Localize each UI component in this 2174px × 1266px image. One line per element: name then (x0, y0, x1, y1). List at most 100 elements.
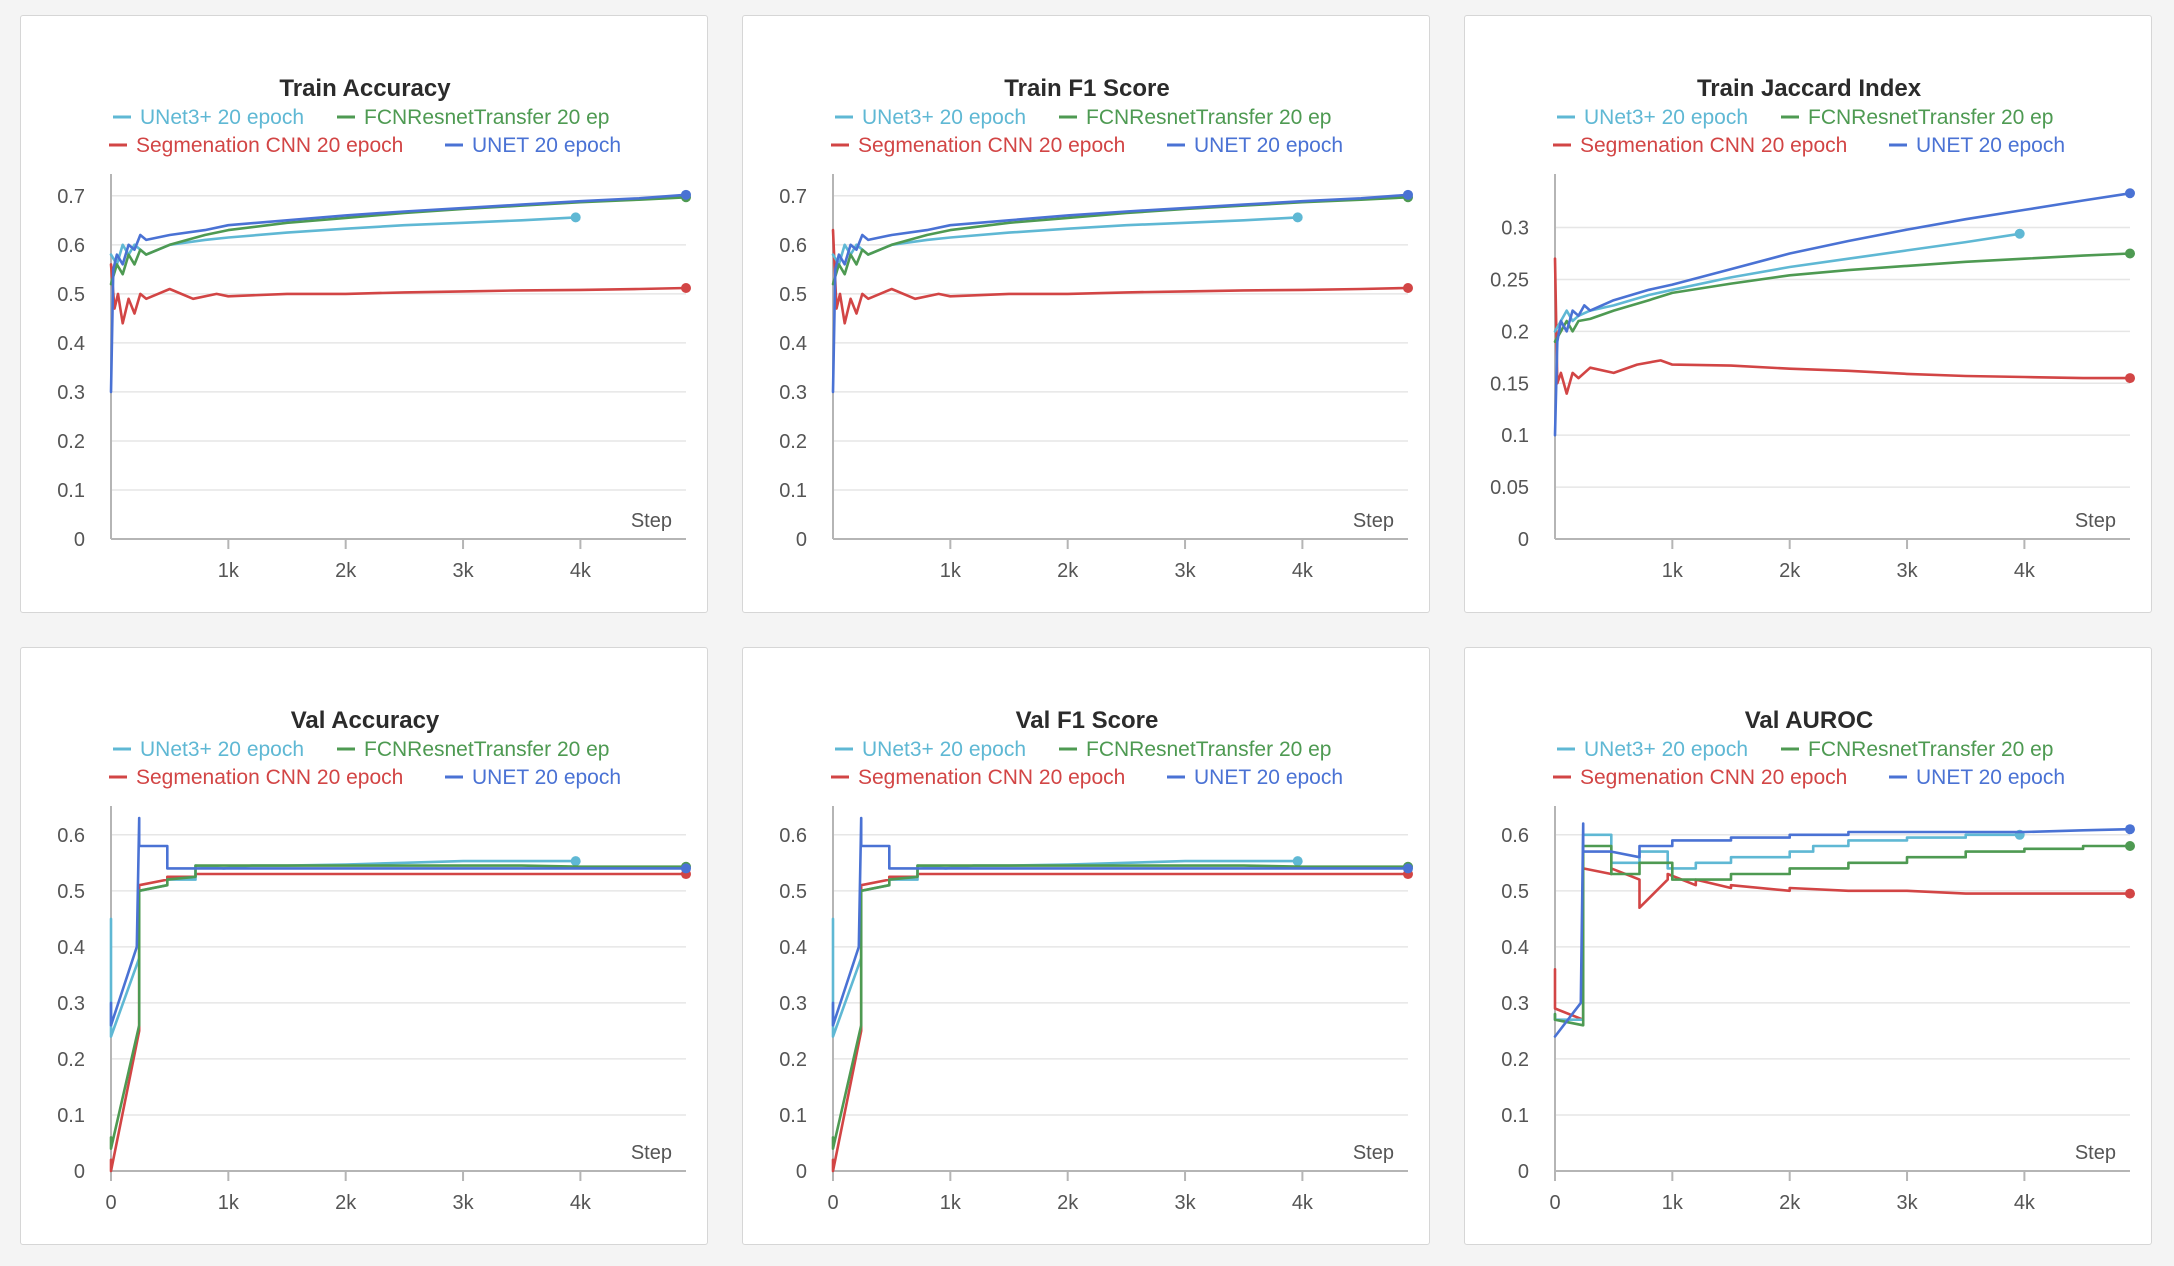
chart-svg-train-f1-score: Train F1 Score UNet3+ 20 epoch FCNResnetTr… (779, 75, 1413, 582)
x-tick-label: 2k (1779, 560, 1801, 582)
legend-label-unet3: UNet3+ 20 epoch (140, 738, 304, 761)
x-tick-label: 3k (1174, 1192, 1196, 1214)
y-tick-label: 0.2 (779, 1049, 807, 1071)
y-tick-label: 0 (74, 1161, 85, 1183)
series-endpoint-unet3 (570, 212, 581, 223)
x-tick-label: 4k (2014, 560, 2036, 582)
legend-label-fcn: FCNResnetTransfer 20 ep (1808, 106, 2054, 129)
series-line-unet3 (109, 859, 578, 1038)
series-endpoint-fcn (2125, 248, 2135, 259)
chart-title: Val AUROC (1745, 707, 1873, 734)
series-endpoint-segcnn (1403, 282, 1413, 293)
chart-svg-val-f1-score: Val F1 Score UNet3+ 20 epoch FCNResnetTran… (779, 707, 1413, 1214)
y-tick-label: 0.2 (1501, 1049, 1529, 1071)
series-endpoint-unet3 (570, 856, 581, 867)
x-tick-label: 1k (940, 560, 962, 582)
legend-label-unet: UNET 20 epoch (1916, 766, 2065, 789)
x-tick-label: 4k (2014, 1192, 2036, 1214)
chart-svg-val-auroc: Val AUROC UNet3+ 20 epoch FCNResnetTransfe… (1501, 707, 2135, 1214)
y-tick-label: 0 (796, 1161, 807, 1183)
x-tick-label: 4k (1292, 560, 1314, 582)
chart-svg-train-accuracy: Train Accuracy UNet3+ 20 epoch FCNResnetTr… (57, 75, 691, 582)
series-line-fcn (1553, 844, 2132, 1027)
series-endpoint-unet3 (2014, 228, 2025, 239)
legend-label-unet: UNET 20 epoch (472, 134, 621, 157)
y-tick-label: 0.3 (779, 382, 807, 404)
legend-label-fcn: FCNResnetTransfer 20 ep (1086, 106, 1332, 129)
chart-panel-train-f1-score: Train F1 Score UNet3+ 20 epoch FCNResnetTr… (742, 15, 1430, 613)
y-tick-label: 0.1 (57, 1105, 85, 1127)
series-line-unet3 (109, 216, 578, 266)
x-tick-label: 0 (827, 1192, 838, 1214)
chart-panel-train-accuracy: Train Accuracy UNet3+ 20 epoch FCNResnetTr… (20, 15, 708, 613)
y-tick-label: 0.5 (57, 284, 85, 306)
y-tick-label: 0.5 (779, 881, 807, 903)
legend-label-fcn: FCNResnetTransfer 20 ep (1086, 738, 1332, 761)
y-tick-label: 0.4 (1501, 937, 1529, 959)
series-line-fcn (109, 864, 688, 1150)
y-tick-label: 0 (796, 529, 807, 551)
x-axis-label: Step (1353, 1142, 1394, 1164)
y-tick-label: 0.2 (1501, 321, 1529, 343)
series-line-segcnn (831, 872, 1410, 1173)
chart-title: Val Accuracy (291, 707, 440, 734)
series-line-unet (1553, 192, 2132, 437)
y-tick-label: 0 (74, 529, 85, 551)
y-tick-label: 0.1 (1501, 425, 1529, 447)
legend-label-segcnn: Segmenation CNN 20 epoch (1580, 766, 1847, 789)
x-tick-label: 2k (335, 1192, 357, 1214)
y-tick-label: 0 (1518, 1161, 1529, 1183)
series-endpoint-segcnn (681, 282, 691, 293)
y-tick-label: 0.25 (1490, 269, 1529, 291)
x-tick-label: 1k (1662, 560, 1684, 582)
legend-label-segcnn: Segmenation CNN 20 epoch (136, 766, 403, 789)
series-line-unet3 (1553, 232, 2022, 333)
y-tick-label: 0.6 (1501, 825, 1529, 847)
x-tick-label: 4k (1292, 1192, 1314, 1214)
y-tick-label: 0.2 (57, 1049, 85, 1071)
chart-panel-val-accuracy: Val Accuracy UNet3+ 20 epoch FCNResnetTran… (20, 647, 708, 1245)
series-line-unet (831, 816, 1410, 1027)
series-line-segcnn (1553, 867, 2132, 1022)
legend-label-unet3: UNet3+ 20 epoch (1584, 106, 1748, 129)
series-line-unet3 (831, 859, 1300, 1038)
y-tick-label: 0.5 (779, 284, 807, 306)
series-endpoint-segcnn (2125, 373, 2135, 384)
y-tick-label: 0.7 (57, 186, 85, 208)
series-line-segcnn (831, 228, 1410, 325)
x-tick-label: 0 (1549, 1192, 1560, 1214)
chart-svg-train-jaccard-index: Train Jaccard Index UNet3+ 20 epoch FCNRes… (1490, 75, 2135, 582)
x-axis-label: Step (1353, 510, 1394, 532)
y-tick-label: 0.6 (779, 825, 807, 847)
x-tick-label: 0 (105, 1192, 116, 1214)
x-tick-label: 1k (218, 1192, 240, 1214)
chart-title: Train F1 Score (1004, 75, 1169, 102)
x-tick-label: 2k (335, 560, 357, 582)
series-line-unet (1553, 822, 2132, 1038)
legend-label-fcn: FCNResnetTransfer 20 ep (364, 738, 610, 761)
y-tick-label: 0.4 (779, 333, 807, 355)
y-tick-label: 0.3 (779, 993, 807, 1015)
series-line-segcnn (109, 263, 688, 325)
y-tick-label: 0.3 (1501, 218, 1529, 240)
x-tick-label: 2k (1057, 560, 1079, 582)
x-tick-label: 3k (1174, 560, 1196, 582)
series-line-unet3 (831, 216, 1300, 266)
x-tick-label: 3k (1896, 560, 1918, 582)
legend-label-unet3: UNet3+ 20 epoch (140, 106, 304, 129)
x-tick-label: 1k (940, 1192, 962, 1214)
y-tick-label: 0.1 (57, 480, 85, 502)
series-endpoint-unet3 (1292, 212, 1303, 223)
legend-label-fcn: FCNResnetTransfer 20 ep (364, 106, 610, 129)
legend-label-unet: UNET 20 epoch (1916, 134, 2065, 157)
legend-label-unet3: UNet3+ 20 epoch (862, 738, 1026, 761)
x-tick-label: 3k (452, 560, 474, 582)
x-tick-label: 1k (1662, 1192, 1684, 1214)
series-line-unet (831, 193, 1410, 394)
series-line-unet (109, 816, 688, 1027)
y-tick-label: 0.4 (57, 333, 85, 355)
series-endpoint-unet (1403, 189, 1413, 200)
y-tick-label: 0.6 (779, 235, 807, 257)
x-axis-label: Step (2075, 1142, 2116, 1164)
y-tick-label: 0.7 (779, 186, 807, 208)
